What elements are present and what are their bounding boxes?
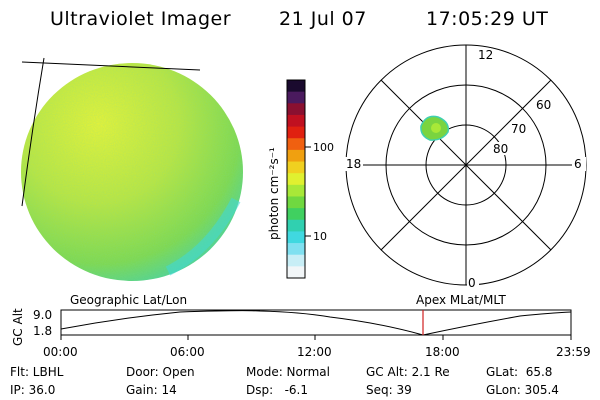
colorbar-segment [287, 149, 305, 163]
observation-time: 17:05:29 UT [426, 8, 549, 30]
status-ip: IP: 36.0 [10, 383, 56, 397]
colorbar-segment [287, 103, 305, 116]
status-glat: GLat: 65.8 [486, 365, 553, 379]
colorbar-segment [287, 114, 305, 128]
instrument-title: Ultraviolet Imager [50, 8, 232, 30]
lat-label-70: 70 [511, 122, 526, 136]
mlt-label-6: 6 [574, 157, 582, 171]
colorbar-segment [287, 254, 305, 267]
lat-label-60: 60 [536, 98, 551, 112]
status-seq: Seq: 39 [366, 383, 412, 397]
geo-line-left [21, 57, 45, 207]
status-mode: Mode: Normal [246, 365, 330, 379]
mlt-label-0: 0 [468, 276, 476, 290]
status-gain: Gain: 14 [126, 383, 177, 397]
x-tick-2359: 23:59 [556, 345, 591, 359]
mlt-label-12: 12 [478, 48, 493, 62]
colorbar-tick-10: 10 [313, 230, 327, 243]
timeline-right-label: Apex MLat/MLT [416, 293, 506, 307]
colorbar-segment [287, 184, 305, 197]
colorbar-tick-100: 100 [313, 141, 334, 154]
mlt-label-18: 18 [346, 157, 361, 171]
colorbar-segment [287, 161, 305, 174]
altitude-curve [60, 310, 572, 336]
x-tick-0000: 00:00 [43, 345, 78, 359]
x-tick-1200: 12:00 [297, 345, 332, 359]
colorbar-segment [287, 219, 305, 232]
colorbar-segment [287, 231, 305, 244]
colorbar-segment [287, 91, 305, 104]
auroral-blob-core [431, 123, 441, 133]
status-glon: GLon: 305.4 [486, 383, 559, 397]
colorbar-segment [287, 196, 305, 209]
x-tick-1800: 18:00 [425, 345, 460, 359]
colorbar-segment [287, 208, 305, 221]
earth-disk-texture [21, 63, 243, 281]
timeline-axis-label: GC Alt [11, 308, 25, 346]
status-dsp: Dsp: -6.1 [246, 383, 309, 397]
timeline-left-label: Geographic Lat/Lon [70, 293, 187, 307]
colorbar-segment [287, 243, 305, 256]
colorbar-unit-label: photon cm⁻²s⁻¹ [267, 147, 281, 240]
status-door: Door: Open [126, 365, 195, 379]
colorbar-segment [287, 80, 305, 93]
colorbar-segment [287, 126, 305, 139]
lat-label-80: 80 [493, 142, 508, 156]
colorbar-segment [287, 266, 305, 279]
colorbar-segment [287, 138, 305, 151]
y-tick-1-8: 1.8 [33, 324, 52, 338]
colorbar-segment [287, 173, 305, 186]
y-tick-9: 9.0 [33, 308, 52, 322]
disk-edge-glow [165, 197, 241, 276]
x-tick-0600: 06:00 [170, 345, 205, 359]
status-filter: Flt: LBHL [10, 365, 64, 379]
observation-date: 21 Jul 07 [279, 8, 367, 30]
status-gc-alt: GC Alt: 2.1 Re [366, 365, 450, 379]
